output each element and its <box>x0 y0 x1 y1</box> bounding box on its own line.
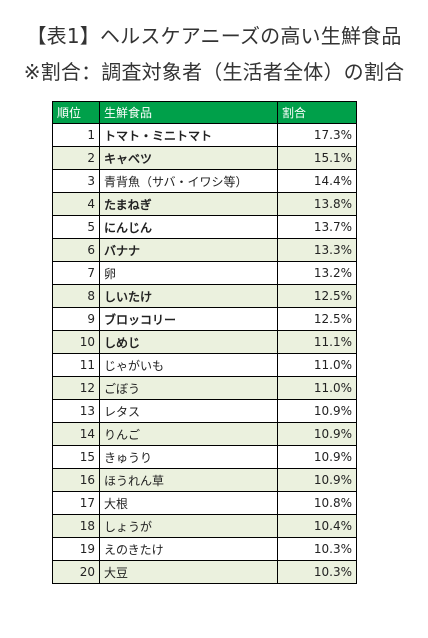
table-header-row: 順位 生鮮食品 割合 <box>52 101 357 124</box>
share-cell: 10.3% <box>277 560 357 584</box>
table-row: 19 えのきたけ 10.3% <box>52 537 357 561</box>
share-cell: 15.1% <box>277 146 357 170</box>
rank-cell: 19 <box>52 537 100 561</box>
share-cell: 10.9% <box>277 399 357 423</box>
share-cell: 17.3% <box>277 123 357 147</box>
rank-cell: 5 <box>52 215 100 239</box>
rank-cell: 15 <box>52 445 100 469</box>
food-cell: 大豆 <box>99 560 278 584</box>
table-row: 13 レタス 10.9% <box>52 399 357 423</box>
rank-cell: 18 <box>52 514 100 538</box>
food-cell: 卵 <box>99 261 278 285</box>
column-header-share: 割合 <box>277 101 357 124</box>
rank-cell: 16 <box>52 468 100 492</box>
rank-cell: 6 <box>52 238 100 262</box>
share-cell: 10.4% <box>277 514 357 538</box>
rank-cell: 20 <box>52 560 100 584</box>
food-cell: 青背魚（サバ・イワシ等） <box>99 169 278 193</box>
rank-cell: 3 <box>52 169 100 193</box>
column-header-food: 生鮮食品 <box>99 101 278 124</box>
table-row: 18 しょうが 10.4% <box>52 514 357 538</box>
food-cell: たまねぎ <box>99 192 278 216</box>
food-cell: えのきたけ <box>99 537 278 561</box>
share-cell: 10.9% <box>277 468 357 492</box>
food-cell: しいたけ <box>99 284 278 308</box>
food-cell: トマト・ミニトマト <box>99 123 278 147</box>
page-subtitle: ※割合：調査対象者（生活者全体）の割合 <box>23 60 405 84</box>
share-cell: 13.7% <box>277 215 357 239</box>
table-row: 4 たまねぎ 13.8% <box>52 192 357 216</box>
food-cell: しめじ <box>99 330 278 354</box>
table-row: 11 じゃがいも 11.0% <box>52 353 357 377</box>
rank-cell: 9 <box>52 307 100 331</box>
table-row: 9 ブロッコリー 12.5% <box>52 307 357 331</box>
food-cell: レタス <box>99 399 278 423</box>
share-cell: 11.0% <box>277 376 357 400</box>
rank-cell: 10 <box>52 330 100 354</box>
rank-cell: 14 <box>52 422 100 446</box>
table-row: 17 大根 10.8% <box>52 491 357 515</box>
share-cell: 11.0% <box>277 353 357 377</box>
rank-cell: 11 <box>52 353 100 377</box>
share-cell: 14.4% <box>277 169 357 193</box>
table-row: 14 りんご 10.9% <box>52 422 357 446</box>
food-cell: バナナ <box>99 238 278 262</box>
food-cell: じゃがいも <box>99 353 278 377</box>
food-cell: しょうが <box>99 514 278 538</box>
table-row: 10 しめじ 11.1% <box>52 330 357 354</box>
table-row: 2 キャベツ 15.1% <box>52 146 357 170</box>
table-row: 7 卵 13.2% <box>52 261 357 285</box>
share-cell: 12.5% <box>277 284 357 308</box>
rank-cell: 8 <box>52 284 100 308</box>
food-cell: ブロッコリー <box>99 307 278 331</box>
rank-cell: 7 <box>52 261 100 285</box>
ranking-table: 順位 生鮮食品 割合 1 トマト・ミニトマト 17.3% 2 キャベツ 15.1% 3 青背魚… <box>52 101 357 584</box>
share-cell: 10.9% <box>277 422 357 446</box>
rank-cell: 1 <box>52 123 100 147</box>
share-cell: 13.3% <box>277 238 357 262</box>
food-cell: きゅうり <box>99 445 278 469</box>
table-row: 20 大豆 10.3% <box>52 560 357 584</box>
share-cell: 12.5% <box>277 307 357 331</box>
food-cell: にんじん <box>99 215 278 239</box>
rank-cell: 12 <box>52 376 100 400</box>
share-cell: 10.8% <box>277 491 357 515</box>
page-title: 【表1】ヘルスケアニーズの高い生鮮食品 <box>26 24 402 48</box>
table-body: 1 トマト・ミニトマト 17.3% 2 キャベツ 15.1% 3 青背魚（サバ・イワシ等） 14… <box>52 123 357 584</box>
table-row: 6 バナナ 13.3% <box>52 238 357 262</box>
table-row: 1 トマト・ミニトマト 17.3% <box>52 123 357 147</box>
food-cell: ほうれん草 <box>99 468 278 492</box>
table-row: 15 きゅうり 10.9% <box>52 445 357 469</box>
table-row: 16 ほうれん草 10.9% <box>52 468 357 492</box>
food-cell: 大根 <box>99 491 278 515</box>
share-cell: 10.3% <box>277 537 357 561</box>
table-row: 8 しいたけ 12.5% <box>52 284 357 308</box>
table-header: 順位 生鮮食品 割合 <box>52 101 357 124</box>
share-cell: 10.9% <box>277 445 357 469</box>
food-cell: りんご <box>99 422 278 446</box>
food-cell: キャベツ <box>99 146 278 170</box>
share-cell: 13.2% <box>277 261 357 285</box>
food-cell: ごぼう <box>99 376 278 400</box>
rank-cell: 2 <box>52 146 100 170</box>
share-cell: 11.1% <box>277 330 357 354</box>
rank-cell: 13 <box>52 399 100 423</box>
rank-cell: 17 <box>52 491 100 515</box>
table-row: 12 ごぼう 11.0% <box>52 376 357 400</box>
column-header-rank: 順位 <box>52 101 100 124</box>
share-cell: 13.8% <box>277 192 357 216</box>
rank-cell: 4 <box>52 192 100 216</box>
table-row: 3 青背魚（サバ・イワシ等） 14.4% <box>52 169 357 193</box>
table-row: 5 にんじん 13.7% <box>52 215 357 239</box>
